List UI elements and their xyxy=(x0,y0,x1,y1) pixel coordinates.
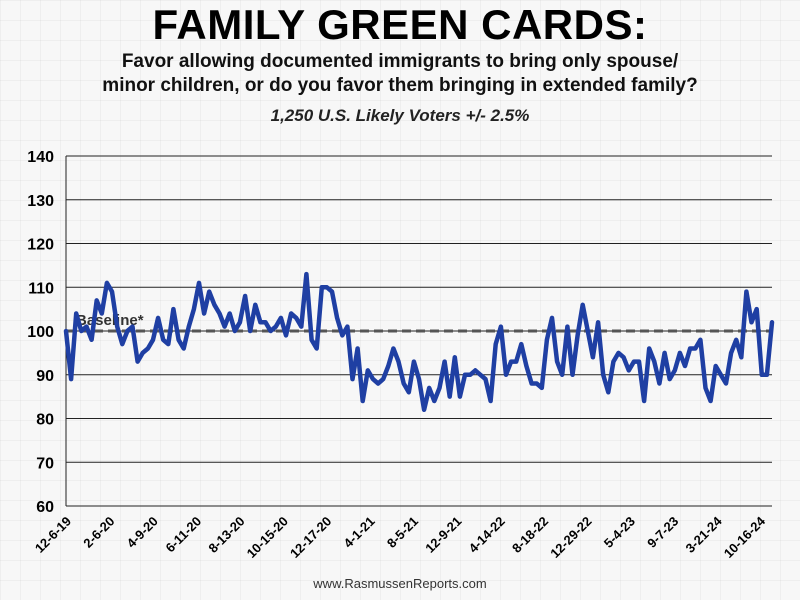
y-tick-label-90: 90 xyxy=(36,368,54,385)
x-tick-label-14: 9-7-23 xyxy=(644,514,681,551)
x-tick-label-0: 12-6-19 xyxy=(32,514,74,556)
series-polyline xyxy=(63,271,775,413)
y-tick-label-100: 100 xyxy=(27,324,54,341)
y-tick-label-120: 120 xyxy=(27,237,54,254)
x-tick-label-3: 6-11-20 xyxy=(162,514,204,556)
y-tick-label-110: 110 xyxy=(28,280,54,297)
x-tick-label-6: 12-17-20 xyxy=(287,514,334,561)
x-tick-label-8: 8-5-21 xyxy=(384,514,421,551)
series-line xyxy=(63,271,775,413)
subtitle-line-1: Favor allowing documented immigrants to … xyxy=(121,51,679,72)
x-tick-label-1: 2-6-20 xyxy=(80,514,117,551)
x-tick-label-10: 4-14-22 xyxy=(466,514,508,556)
chart-subtitle: Favor allowing documented immigrants to … xyxy=(0,50,800,98)
y-tick-label-80: 80 xyxy=(36,412,54,429)
chart-title: FAMILY GREEN CARDS: xyxy=(152,1,648,48)
y-axis-ticks: 60 70 80 90 100 110 120 130 140 xyxy=(27,149,54,516)
y-tick-label-70: 70 xyxy=(36,455,54,472)
x-tick-label-2: 4-9-20 xyxy=(124,514,161,551)
x-tick-label-12: 12-29-22 xyxy=(547,514,594,561)
y-tick-label-130: 130 xyxy=(27,193,54,210)
x-tick-label-7: 4-1-21 xyxy=(341,514,378,551)
source-footer: www.RasmussenReports.com xyxy=(313,576,487,591)
y-tick-label-60: 60 xyxy=(36,499,54,516)
x-tick-label-4: 8-13-20 xyxy=(205,514,247,556)
x-tick-label-11: 8-18-22 xyxy=(509,514,551,556)
x-axis-ticks: 12-6-19 2-6-20 4-9-20 6-11-20 8-13-2010-15-2… xyxy=(32,513,769,561)
y-tick-label-140: 140 xyxy=(27,149,54,166)
x-tick-label-5: 10-15-20 xyxy=(244,514,291,561)
x-tick-label-16: 10-16-24 xyxy=(721,513,769,561)
x-tick-label-13: 5-4-23 xyxy=(601,514,638,551)
sample-info: 1,250 U.S. Likely Voters +/- 2.5% xyxy=(270,106,530,125)
x-tick-label-9: 12-9-21 xyxy=(422,514,464,556)
x-tick-label-15: 3-21-24 xyxy=(682,513,725,556)
subtitle-line-2: minor children, or do you favor them bri… xyxy=(102,75,698,96)
